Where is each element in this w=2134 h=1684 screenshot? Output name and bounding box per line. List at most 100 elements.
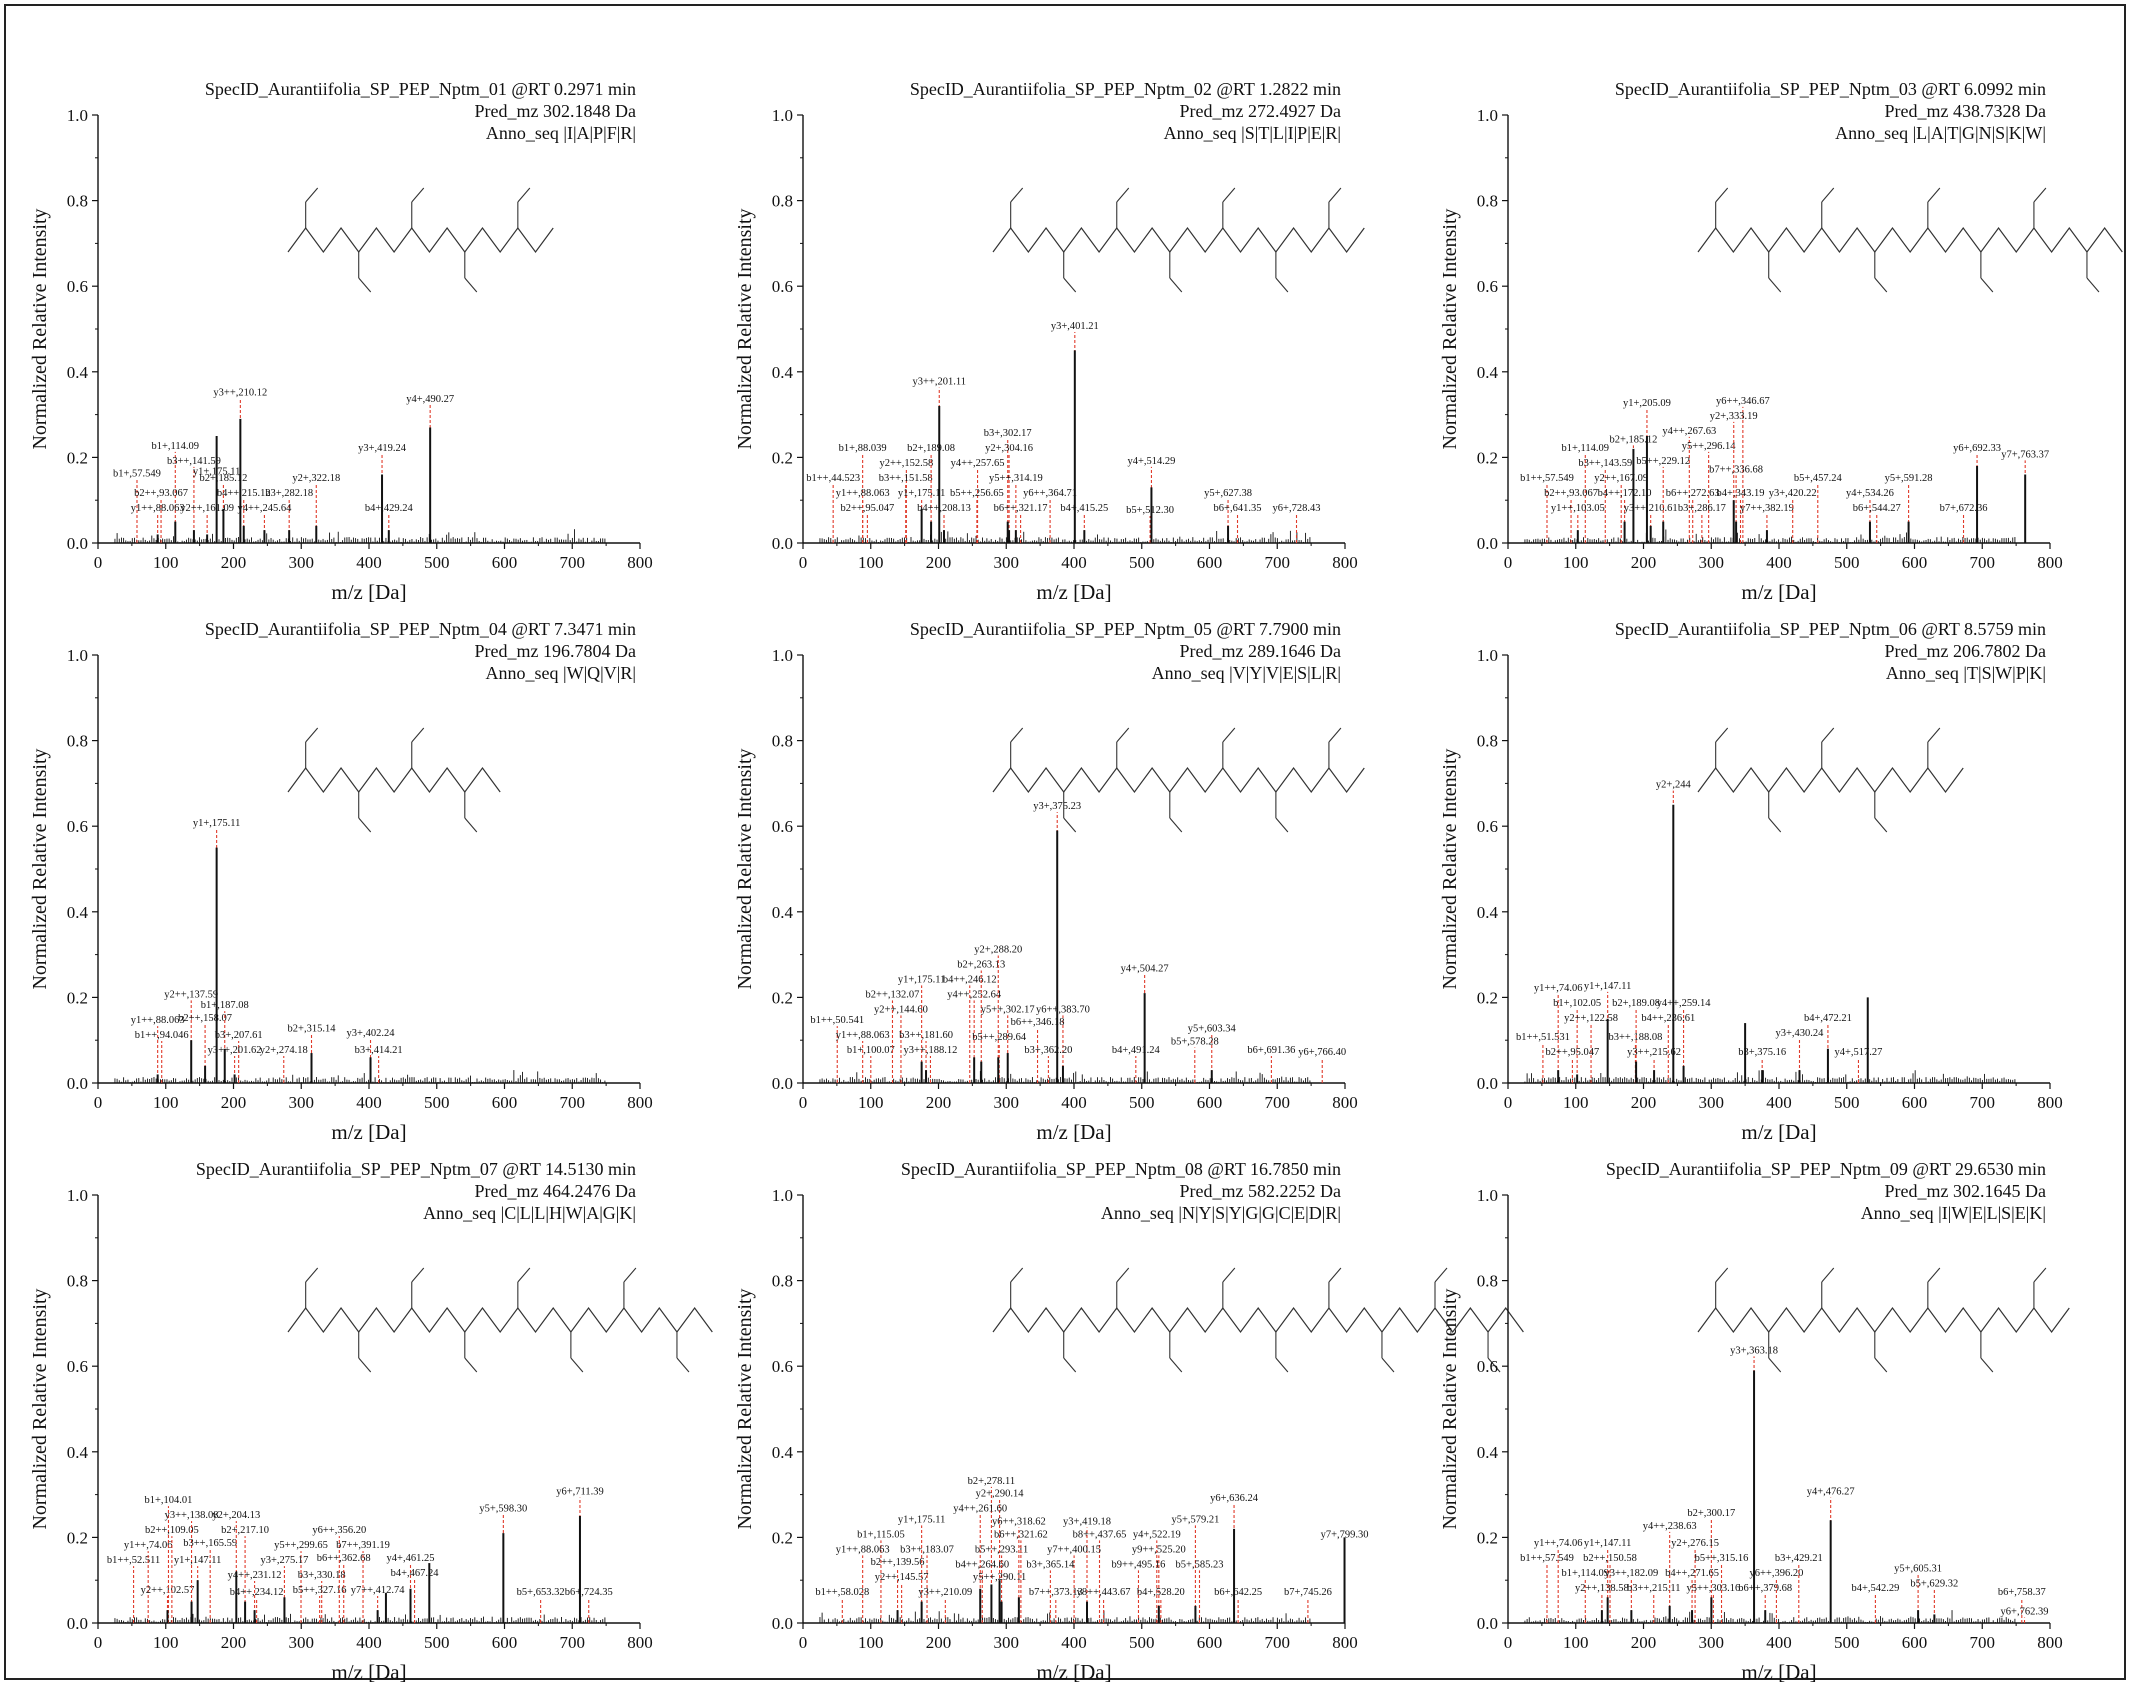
x-tick-label: 700	[1265, 553, 1291, 572]
x-tick-label: 600	[1197, 1093, 1223, 1112]
x-tick-label: 400	[356, 553, 382, 572]
side-chain-bond	[1275, 817, 1289, 833]
y-tick-label: 0.4	[1477, 363, 1499, 382]
fragment-annotation-label: b4+,528.20	[1137, 1587, 1185, 1598]
fragment-annotation-label: b6+,642.25	[1214, 1587, 1262, 1598]
x-tick-label: 400	[1061, 553, 1087, 572]
side-chain-bond	[411, 727, 425, 743]
fragment-annotation-label: y3+,363.18	[1730, 1345, 1778, 1356]
fragment-annotation-label: b3+,286.17	[1678, 503, 1726, 514]
x-tick-label: 300	[1699, 1093, 1725, 1112]
side-chain-bond	[1715, 727, 1729, 743]
spectrum-panel-2: SpecID_Aurantiifolia_SP_PEP_Nptm_02 @RT …	[734, 79, 1365, 604]
y-tick-label: 0.0	[67, 1074, 88, 1093]
peptide-structure-diagram	[1697, 187, 2123, 293]
y-tick-label: 0.0	[1477, 1074, 1498, 1093]
fragment-annotation-label: b4++,236.61	[1641, 1013, 1695, 1024]
fragment-annotation-label: b5++,315.16	[1695, 1553, 1749, 1564]
y-tick-label: 0.2	[1477, 448, 1498, 467]
x-tick-label: 100	[858, 1633, 884, 1652]
y-tick-label: 0.8	[67, 192, 88, 211]
x-tick-label: 100	[858, 1093, 884, 1112]
fragment-annotation-label: b3++,151.58	[879, 473, 933, 484]
y-tick-label: 0.8	[1477, 1272, 1498, 1291]
fragment-annotation-label: y6++,346.67	[1716, 396, 1770, 407]
spectrum-panel-3: SpecID_Aurantiifolia_SP_PEP_Nptm_03 @RT …	[1439, 79, 2123, 604]
fragment-annotation-label: b3+,207.61	[215, 1030, 263, 1041]
fragment-annotation-label: b1+,114.09	[1562, 1568, 1610, 1579]
peptide-structure-diagram	[287, 187, 554, 293]
spectrum-title: SpecID_Aurantiifolia_SP_PEP_Nptm_09 @RT …	[1606, 1159, 2046, 1179]
peptide-structure-diagram	[1697, 1267, 2070, 1373]
x-tick-label: 0	[94, 1633, 103, 1652]
fragment-annotation-label: y5++,290.11	[973, 1572, 1026, 1583]
peptide-structure-diagram	[287, 1267, 713, 1373]
annotated-sequence-label: Anno_seq |W|Q|V|R|	[485, 663, 636, 683]
x-tick-label: 500	[424, 1093, 450, 1112]
y-tick-label: 0.4	[1477, 903, 1499, 922]
fragment-annotation-label: y7+,799.30	[1321, 1529, 1369, 1540]
y-tick-label: 0.6	[772, 1357, 793, 1376]
y-axis-label: Normalized Relative Intensity	[29, 1288, 51, 1529]
fragment-annotation-label: y3++,201.62	[208, 1045, 262, 1056]
side-chain-bond	[1927, 1267, 1941, 1283]
side-chain-bond	[1222, 1267, 1236, 1283]
side-chain-bond	[1980, 1357, 1994, 1373]
y-tick-label: 0.6	[1477, 1357, 1498, 1376]
fragment-annotation-label: y3++,182.09	[1604, 1568, 1658, 1579]
fragment-annotation-label: b4++,264.60	[955, 1559, 1009, 1570]
fragment-annotation-label: y4+,534.26	[1846, 488, 1894, 499]
side-chain-bond	[1063, 1357, 1077, 1373]
fragment-annotation-label: b3+,330.18	[298, 1570, 346, 1581]
fragment-annotation-label: b5+,653.32	[517, 1587, 565, 1598]
fragment-annotation-label: b1++,57.549	[1520, 1553, 1574, 1564]
x-tick-label: 600	[1197, 1633, 1223, 1652]
fragment-annotation-label: y4++,267.63	[1662, 426, 1716, 437]
spectrum-panel-6: SpecID_Aurantiifolia_SP_PEP_Nptm_06 @RT …	[1439, 619, 2063, 1144]
x-tick-label: 800	[1332, 1633, 1358, 1652]
y-tick-label: 0.6	[67, 1357, 88, 1376]
spectrum-panel-1: SpecID_Aurantiifolia_SP_PEP_Nptm_01 @RT …	[29, 79, 653, 604]
fragment-annotation-label: b6++,272.63	[1666, 488, 1720, 499]
spectrum-title: SpecID_Aurantiifolia_SP_PEP_Nptm_06 @RT …	[1615, 619, 2046, 639]
fragment-annotation-label: y6+,766.40	[1298, 1047, 1346, 1058]
x-tick-label: 200	[221, 1093, 247, 1112]
side-chain-bond	[1927, 727, 1941, 743]
fragment-annotation-label: b2+,263.13	[957, 959, 1005, 970]
y-tick-label: 0.2	[67, 988, 88, 1007]
backbone-bond	[287, 1306, 713, 1334]
fragment-annotation-label: b2+,185.12	[199, 473, 247, 484]
side-chain-bond	[411, 1267, 425, 1283]
x-tick-label: 600	[492, 1093, 518, 1112]
y-tick-label: 0.0	[67, 1614, 88, 1633]
x-tick-label: 700	[560, 1633, 586, 1652]
annotated-sequence-label: Anno_seq |N|Y|S|Y|G|G|C|E|D|R|	[1101, 1203, 1341, 1223]
x-tick-label: 800	[2037, 1633, 2063, 1652]
fragment-annotation-label: b1++,50.541	[810, 1015, 864, 1026]
x-tick-label: 500	[1129, 1093, 1155, 1112]
side-chain-bond	[1821, 727, 1835, 743]
fragment-annotation-label: y3++,210.09	[918, 1587, 972, 1598]
side-chain-bond	[1874, 817, 1888, 833]
y-tick-label: 0.2	[1477, 988, 1498, 1007]
fragment-annotation-label: b3++,183.07	[900, 1544, 954, 1555]
fragment-annotation-label: b2++,93.067	[1544, 488, 1598, 499]
fragment-annotation-label: y1++,88.063	[836, 488, 890, 499]
fragment-annotation-label: y2+,304.16	[985, 443, 1033, 454]
fragment-annotation-label: b4+,542.29	[1851, 1583, 1899, 1594]
backbone-bond	[1697, 226, 2123, 254]
x-tick-label: 400	[1061, 1093, 1087, 1112]
y-tick-label: 0.4	[67, 1443, 89, 1462]
fragment-annotation-label: y2++,161.09	[180, 503, 234, 514]
y-tick-label: 1.0	[1477, 106, 1498, 125]
fragment-annotation-label: b7++,391.19	[336, 1540, 390, 1551]
fragment-annotation-label: y2++,102.57	[141, 1585, 195, 1596]
x-tick-label: 100	[153, 1093, 179, 1112]
annotated-sequence-label: Anno_seq |I|W|E|L|S|E|K|	[1861, 1203, 2046, 1223]
peptide-structure-diagram	[992, 727, 1365, 833]
y-tick-label: 0.8	[67, 1272, 88, 1291]
x-tick-label: 200	[221, 1633, 247, 1652]
fragment-annotation-label: b6++,321.17	[994, 503, 1048, 514]
fragment-annotation-label: y7++,400.15	[1047, 1544, 1101, 1555]
